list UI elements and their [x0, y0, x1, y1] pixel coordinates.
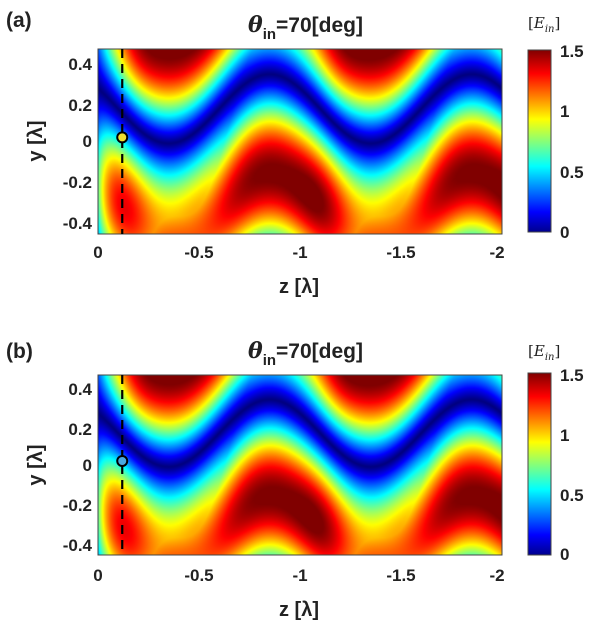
y-tick-label: 0.4	[68, 55, 92, 74]
panel-a-title: θin=70[deg]	[248, 12, 363, 43]
panel-a-y-ticks: 0.4 0.2 0 -0.2 -0.4	[63, 55, 93, 233]
panel-b-x-axis-label: z [λ]	[279, 599, 319, 621]
colorbar-tick-label: 1	[560, 426, 569, 445]
x-tick-label: -0.5	[184, 566, 213, 585]
y-tick-label: 0.4	[68, 380, 92, 399]
y-tick-label: 0	[83, 132, 92, 151]
panel-a-colorbar: [Ein] 1.5 1 0.5 0	[527, 14, 584, 242]
colorbar-tick-label: 0	[560, 223, 569, 242]
panel-b-y-ticks: 0.4 0.2 0 -0.2 -0.4	[63, 380, 93, 555]
panel-a-marker	[116, 131, 129, 144]
panel-b-marker	[116, 455, 129, 467]
panel-a-y-axis-label: y [λ]	[25, 120, 47, 161]
panel-b-x-ticks: 0 -0.5 -1 -1.5 -2	[93, 566, 504, 585]
x-tick-label: -1.5	[386, 566, 415, 585]
panel-b-title: θin=70[deg]	[248, 338, 363, 369]
colorbar-tick-label: 1	[560, 102, 569, 121]
x-tick-label: 0	[93, 566, 102, 585]
panel-a-label: (a)	[6, 9, 32, 32]
panel-a-x-ticks: 0 -0.5 -1 -1.5 -2	[93, 243, 504, 262]
panel-a-x-axis-label: z [λ]	[279, 276, 319, 298]
x-tick-label: -2	[489, 566, 504, 585]
x-tick-label: 0	[93, 243, 102, 262]
colorbar-label: [Ein]	[528, 342, 560, 363]
x-tick-label: -2	[489, 243, 504, 262]
panel-b-label: (b)	[6, 340, 33, 363]
y-tick-label: -0.2	[63, 173, 92, 192]
panel-b: (b) θin=70[deg] 0.4 0.2 0 -0.2 -0.4 0 -0…	[6, 338, 584, 621]
y-tick-label: -0.4	[63, 214, 93, 233]
panel-a-plot-frame	[97, 48, 503, 235]
colorbar-tick-label: 0.5	[560, 486, 584, 505]
panel-a-heatmap	[98, 49, 502, 234]
colorbar-gradient	[527, 372, 552, 556]
colorbar-tick-label: 0	[560, 545, 569, 564]
panel-b-plot-frame	[97, 374, 503, 556]
colorbar-gradient	[527, 49, 552, 233]
y-tick-label: 0.2	[68, 96, 92, 115]
x-tick-label: -0.5	[184, 243, 213, 262]
panel-b-heatmap	[98, 375, 502, 555]
panel-a: (a) θin=70[deg] 0.4 0.2 0 -0.2 -0.4 0 -0…	[6, 9, 584, 298]
panel-b-colorbar: [Ein] 1.5 1 0.5 0	[527, 342, 584, 564]
x-tick-label: -1	[292, 243, 307, 262]
y-tick-label: -0.4	[63, 536, 93, 555]
y-tick-label: -0.2	[63, 496, 92, 515]
y-tick-label: 0.2	[68, 420, 92, 439]
colorbar-label: [Ein]	[528, 14, 560, 35]
colorbar-tick-label: 1.5	[560, 42, 584, 61]
x-tick-label: -1	[292, 566, 307, 585]
colorbar-tick-label: 1.5	[560, 366, 584, 385]
panel-b-y-axis-label: y [λ]	[25, 444, 47, 485]
colorbar-tick-label: 0.5	[560, 163, 584, 182]
y-tick-label: 0	[83, 456, 92, 475]
x-tick-label: -1.5	[386, 243, 415, 262]
